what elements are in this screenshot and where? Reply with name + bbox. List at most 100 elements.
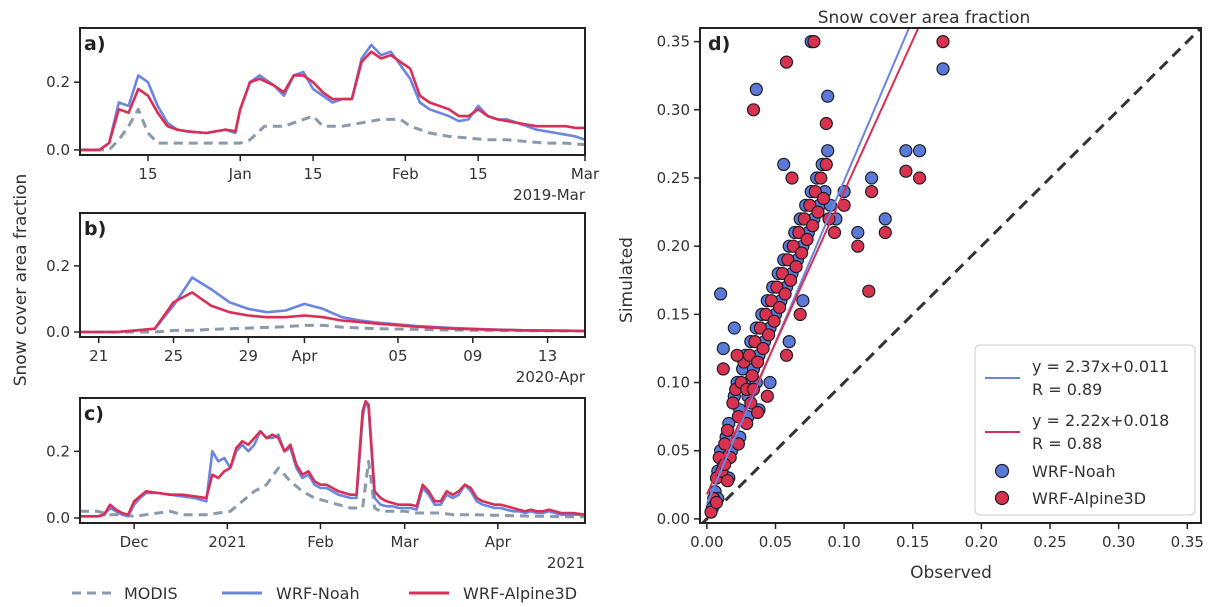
scatter-point-wrf-alpine3d bbox=[811, 205, 825, 219]
y-tick-label: 0.2 bbox=[46, 442, 70, 460]
y-tick-label: 0.2 bbox=[46, 73, 70, 91]
scatter-legend: y = 2.37x+0.011 R = 0.89 y = 2.22x+0.018 R … bbox=[974, 344, 1196, 516]
y-tick-label: 0.0 bbox=[46, 323, 70, 341]
scatter-x-axis-label: Observed bbox=[910, 563, 992, 583]
x-tick-label: 25 bbox=[164, 347, 183, 365]
scatter-point-wrf-alpine3d bbox=[726, 396, 740, 410]
fit-line-wrf-alpine3d bbox=[705, 28, 920, 495]
x-axis-right-label: 2021 bbox=[547, 554, 585, 572]
scatter-point-wrf-alpine3d bbox=[862, 284, 876, 298]
scatter-point-wrf-alpine3d bbox=[756, 341, 770, 356]
panel-label: a) bbox=[84, 33, 106, 55]
scatter-y-axis-label: Simulated bbox=[617, 237, 637, 323]
scatter-point-wrf-alpine3d bbox=[767, 314, 781, 328]
scatter-point-wrf-noah bbox=[878, 212, 892, 226]
y-tick-label: 0.25 bbox=[657, 169, 690, 187]
legend-marker-label: WRF-Alpine3D bbox=[1032, 489, 1146, 508]
scatter-point-wrf-noah bbox=[899, 144, 913, 158]
scatter-point-wrf-noah bbox=[821, 144, 835, 158]
scatter-point-wrf-alpine3d bbox=[805, 219, 820, 233]
x-axis-right-label: 2019-Mar bbox=[513, 186, 586, 204]
scatter-point-wrf-alpine3d bbox=[785, 171, 799, 185]
scatter-point-wrf-alpine3d bbox=[851, 239, 865, 253]
scatter-point-wrf-alpine3d bbox=[827, 225, 842, 240]
scatter-point-wrf-alpine3d bbox=[878, 225, 892, 240]
scatter-point-wrf-noah bbox=[851, 225, 865, 240]
scatter-point-wrf-alpine3d bbox=[779, 348, 794, 362]
panel-a: 0.0 0.2 15 Jan 15 Feb 15 Mar 2019-Mar a) bbox=[46, 27, 600, 204]
scatter-point-wrf-alpine3d bbox=[819, 157, 833, 171]
scatter-point-wrf-alpine3d bbox=[716, 362, 730, 376]
y-tick-label: 0.0 bbox=[46, 509, 70, 527]
panel-label: d) bbox=[708, 33, 730, 55]
scatter-point-wrf-alpine3d bbox=[720, 423, 735, 437]
y-tick-label: 0.0 bbox=[46, 141, 70, 159]
scatter-point-wrf-alpine3d bbox=[789, 260, 803, 274]
legend-marker-label: WRF-Noah bbox=[1032, 462, 1116, 481]
x-tick-label: 15 bbox=[469, 165, 488, 183]
scatter-point-wrf-alpine3d bbox=[864, 185, 879, 199]
y-tick-label: 0.05 bbox=[657, 442, 690, 460]
scatter-point-wrf-noah bbox=[936, 62, 950, 76]
panel-b: 0.0 0.2 21 25 29 Apr 05 09 13 2020-Apr b) bbox=[46, 212, 586, 386]
y-tick-label: 0.35 bbox=[657, 33, 690, 51]
series-line-wrf-noah bbox=[80, 276, 586, 334]
bottom-legend: MODIS WRF-Noah WRF-Alpine3D bbox=[72, 584, 577, 603]
scatter-point-wrf-alpine3d bbox=[750, 405, 765, 420]
plot-frame bbox=[79, 212, 586, 338]
x-tick-label: Apr bbox=[291, 347, 318, 365]
legend-modis-label: MODIS bbox=[124, 584, 178, 603]
y-tick-label: 0.20 bbox=[657, 237, 690, 255]
x-axis-right-label: 2020-Apr bbox=[516, 368, 586, 386]
scatter-point-wrf-noah bbox=[782, 335, 796, 349]
x-tick-label: Mar bbox=[390, 533, 419, 551]
legend-fit-equation: y = 2.37x+0.011 bbox=[1032, 357, 1169, 376]
panel-c: 0.0 0.2 Dec 2021 Feb Mar Apr 2021 c) bbox=[46, 397, 586, 572]
scatter-point-wrf-alpine3d bbox=[745, 369, 759, 383]
scatter-point-wrf-alpine3d bbox=[783, 273, 798, 287]
series-line-modis bbox=[80, 459, 585, 519]
x-tick-label: 0.30 bbox=[1102, 533, 1135, 551]
panel-label: b) bbox=[84, 218, 106, 240]
scatter-point-wrf-alpine3d bbox=[709, 495, 724, 510]
y-tick-label: 0.00 bbox=[657, 510, 690, 528]
x-tick-label: 05 bbox=[388, 347, 407, 365]
x-tick-label: 15 bbox=[304, 165, 323, 183]
y-tick-label: 0.15 bbox=[657, 305, 690, 323]
series-line-wrf-alpine3d bbox=[80, 400, 586, 518]
scatter-point-wrf-noah bbox=[796, 294, 810, 308]
plot-frame bbox=[79, 27, 586, 156]
scatter-point-wrf-alpine3d bbox=[912, 171, 927, 185]
scatter-point-wrf-noah bbox=[749, 82, 763, 97]
scatter-point-wrf-alpine3d bbox=[800, 232, 814, 246]
scatter-point-wrf-alpine3d bbox=[730, 348, 744, 362]
scatter-point-wrf-alpine3d bbox=[746, 103, 761, 117]
shared-y-axis-label: Snow cover area fraction bbox=[11, 174, 31, 387]
scatter-point-wrf-alpine3d bbox=[899, 164, 913, 178]
x-tick-label: 0.25 bbox=[1033, 533, 1066, 551]
scatter-point-wrf-noah bbox=[727, 321, 741, 335]
scatter-point-wrf-alpine3d bbox=[794, 246, 809, 260]
legend-marker-swatch bbox=[994, 463, 1010, 479]
scatter-plot-area bbox=[700, 28, 1201, 523]
scatter-point-wrf-noah bbox=[912, 144, 927, 158]
scatter-point-wrf-noah bbox=[716, 341, 730, 356]
fit-line-wrf-noah bbox=[705, 28, 911, 505]
series-line-wrf-noah bbox=[80, 43, 586, 152]
scatter-point-wrf-alpine3d bbox=[778, 287, 792, 301]
scatter-point-wrf-noah bbox=[763, 375, 777, 390]
scatter-point-wrf-noah bbox=[777, 157, 791, 171]
scatter-point-wrf-alpine3d bbox=[807, 34, 821, 49]
x-tick-label: 0.35 bbox=[1171, 533, 1204, 551]
scatter-point-wrf-alpine3d bbox=[819, 116, 833, 131]
x-tick-label: 29 bbox=[239, 347, 258, 365]
legend-marker-swatch bbox=[994, 490, 1010, 506]
scatter-point-wrf-noah bbox=[821, 89, 835, 103]
scatter-point-wrf-noah bbox=[864, 171, 879, 185]
scatter-point-wrf-noah bbox=[713, 287, 728, 301]
series-line-wrf-alpine3d bbox=[80, 50, 585, 152]
scatter-point-wrf-alpine3d bbox=[750, 355, 765, 369]
plot-frame bbox=[79, 397, 586, 524]
legend-noah-label: WRF-Noah bbox=[276, 584, 360, 603]
